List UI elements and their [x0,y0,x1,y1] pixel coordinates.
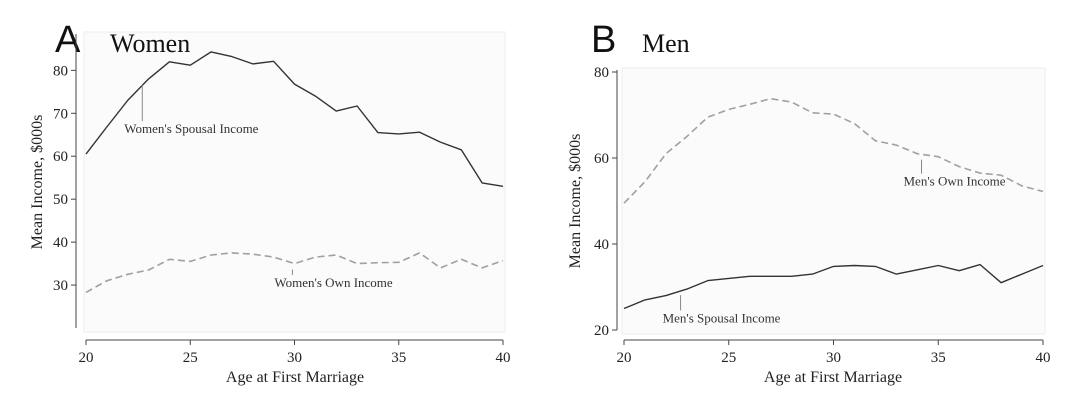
panel-title: Men [642,29,690,58]
panel-letter: B [591,19,616,61]
y-tick-label: 60 [594,151,609,167]
series-label-men-s-spousal-income: Men's Spousal Income [663,310,781,325]
y-tick-label: 80 [594,65,609,81]
plot-area [83,31,506,333]
x-tick-label: 25 [183,350,198,366]
series-label-women-s-own-income: Women's Own Income [274,275,392,290]
series-line-women-s-own-income [85,252,504,294]
y-axis-title: Mean Income, $000s [567,134,584,269]
y-tick-label: 50 [53,192,68,208]
panel-a: A Women 30 40 50 60 70 80 20 25 30 35 40 Age at First… [29,19,511,386]
y-tick-label: 30 [53,278,68,294]
y-tick-label: 70 [53,106,68,122]
series-line-men-s-own-income [623,97,1044,204]
panel-letter: A [55,19,81,61]
y-tick-label: 40 [594,237,609,253]
x-tick-label: 25 [721,350,736,366]
x-tick-label: 40 [1036,350,1051,366]
y-tick-label: 20 [594,323,609,339]
panel-title: Women [110,29,190,58]
x-tick-label: 40 [496,350,511,366]
plot-area [621,67,1046,335]
series-label-men-s-own-income: Men's Own Income [903,174,1005,189]
x-tick-label: 30 [287,350,302,366]
panel-b: B Men 20 40 60 80 20 25 30 35 40 Age at First Marri… [567,19,1051,386]
x-tick-label: 30 [826,350,841,366]
x-tick-label: 35 [391,350,406,366]
series-label-women-s-spousal-income: Women's Spousal Income [124,121,258,136]
x-tick-label: 35 [931,350,946,366]
x-axis-title: Age at First Marriage [226,369,364,386]
x-tick-label: 20 [617,350,632,366]
x-tick-label: 20 [79,350,94,366]
y-tick-label: 80 [53,63,68,79]
series-line-men-s-spousal-income [623,263,1044,310]
y-tick-label: 40 [53,235,68,251]
x-axis-title: Age at First Marriage [764,369,902,386]
series-line-women-s-spousal-income [85,51,504,187]
y-tick-label: 60 [53,149,68,165]
y-axis-title: Mean Income, $000s [29,115,46,250]
